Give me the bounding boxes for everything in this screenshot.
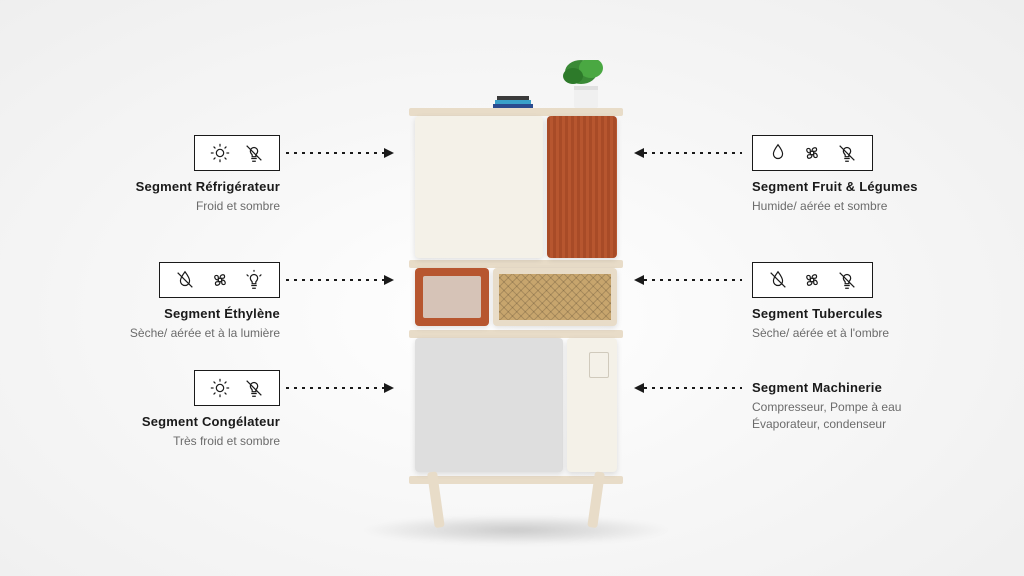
bulb-off-icon [836,142,858,164]
label-sub: Sèche/ aérée et à la lumière [50,325,280,342]
label-title: Segment Éthylène [50,306,280,321]
label-sub: Sèche/ aérée et à l'ombre [752,325,982,342]
tubercules-grid [493,268,617,326]
label-title: Segment Réfrigérateur [50,179,280,194]
sun-icon [209,142,231,164]
label-refrigerateur: Segment Réfrigérateur Froid et sombre [50,135,280,215]
arrow-machinerie [636,387,742,389]
arrow-fruit [636,152,742,154]
arrow-refrigerateur [286,152,392,154]
bulb-off-icon [836,269,858,291]
drop-off-icon [767,269,789,291]
ethylene-box [415,268,489,326]
drop-icon [767,142,789,164]
arrow-congelateur [286,387,392,389]
label-title: Segment Machinerie [752,380,982,395]
label-fruit-legumes: Segment Fruit & Légumes Humide/ aérée et… [752,135,982,215]
label-title: Segment Fruit & Légumes [752,179,982,194]
label-title: Segment Congélateur [50,414,280,429]
freezer-door [415,338,563,472]
bulb-on-icon [243,269,265,291]
shelf-3 [409,330,623,338]
label-ethylene: Segment Éthylène Sèche/ aérée et à la lu… [50,262,280,342]
fan-icon [209,269,231,291]
bulb-off-icon [243,377,265,399]
shelf-bottom [409,476,623,484]
label-sub: Froid et sombre [50,198,280,215]
machinery-panel [567,338,617,472]
fridge-door [415,116,543,258]
icon-box-congelateur [194,370,280,406]
cabinet [409,108,623,528]
label-sub: Très froid et sombre [50,433,280,450]
sun-icon [209,377,231,399]
icon-box-refrigerateur [194,135,280,171]
label-machinerie: Segment Machinerie Compresseur, Pompe à … [752,380,982,434]
drop-off-icon [174,269,196,291]
icon-box-ethylene [159,262,280,298]
arrow-tubercules [636,279,742,281]
fan-icon [801,142,823,164]
shelf-2 [409,260,623,268]
label-sub: Humide/ aérée et sombre [752,198,982,215]
label-title: Segment Tubercules [752,306,982,321]
shelf-top [409,108,623,116]
label-tubercules: Segment Tubercules Sèche/ aérée et à l'o… [752,262,982,342]
fruit-veg-door [547,116,617,258]
bulb-off-icon [243,142,265,164]
label-sub: Compresseur, Pompe à eau Évaporateur, co… [752,399,982,434]
icon-box-tubercules [752,262,873,298]
fan-icon [801,269,823,291]
icon-box-fruit [752,135,873,171]
arrow-ethylene [286,279,392,281]
label-congelateur: Segment Congélateur Très froid et sombre [50,370,280,450]
